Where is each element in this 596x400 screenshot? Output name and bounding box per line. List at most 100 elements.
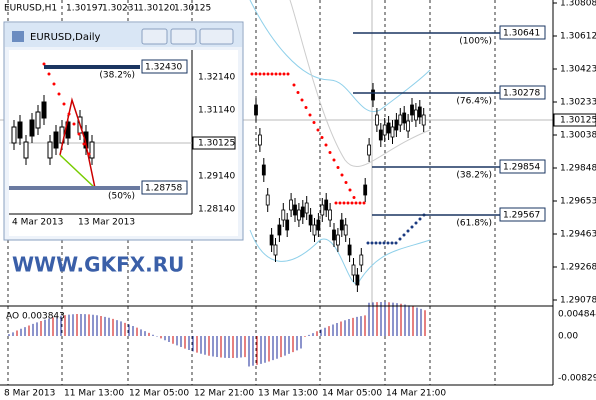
candle-body	[386, 122, 391, 134]
candle-body	[339, 219, 344, 231]
sar-dot	[324, 143, 328, 147]
restore-button[interactable]	[170, 28, 197, 45]
sar-dot	[350, 201, 354, 205]
candle-body	[355, 274, 360, 286]
price-label: 1.29078	[560, 296, 596, 306]
candle-body	[285, 219, 290, 231]
inset-fib-box	[141, 180, 188, 195]
candle-body	[293, 204, 297, 216]
candle-body	[308, 214, 313, 226]
fib-percent: (61.8%)	[456, 219, 492, 229]
inset-candle	[47, 141, 53, 159]
candle-body	[300, 206, 305, 218]
symbol-header: EURUSD,H1	[4, 4, 57, 14]
sar-dot	[296, 91, 300, 94]
current-price: 1.30125	[560, 116, 596, 126]
sar-dot	[342, 201, 346, 205]
time-label: 8 Mar 2013	[4, 389, 55, 399]
inset-price-label: 1.29140	[198, 172, 235, 182]
inset-zigzag-green	[59, 154, 96, 189]
candle-body	[324, 199, 329, 211]
sar-dot	[286, 72, 290, 76]
price-label: 1.30038	[560, 131, 596, 141]
candle-body	[351, 264, 356, 276]
fib-percent: (38.2%)	[456, 171, 492, 181]
current-price-box	[553, 113, 596, 127]
candle-body	[402, 112, 407, 124]
sar-dot	[374, 241, 378, 245]
candle-body	[406, 120, 411, 132]
inset-sar	[72, 122, 76, 126]
sar-dot	[348, 188, 352, 192]
inset-sar	[82, 142, 86, 146]
price-label: 1.29848	[560, 164, 596, 174]
candle-body	[304, 202, 309, 214]
candle-body	[363, 184, 368, 196]
inset-date: 13 Mar 2013	[78, 218, 135, 228]
candle-body	[316, 219, 321, 231]
inset-current-box	[192, 136, 236, 150]
sar-dot	[346, 201, 350, 205]
sar-dot	[354, 201, 358, 205]
candle-body	[257, 134, 262, 146]
sar-dot	[402, 233, 406, 237]
window-icon	[12, 31, 24, 42]
time-label: 11 Mar 13:00	[64, 389, 124, 399]
inset-candle	[29, 119, 35, 137]
sar-dot	[320, 136, 324, 139]
candle-body	[335, 234, 340, 246]
sar-dot	[382, 241, 386, 245]
candle-body	[410, 104, 414, 116]
price-label: 1.29463	[560, 230, 596, 240]
time-label: 13 Mar 13:00	[258, 389, 318, 399]
inset-candle	[89, 141, 95, 159]
time-label: 12 Mar 05:00	[129, 389, 189, 399]
candle-body	[421, 114, 426, 126]
sar-dot	[254, 72, 258, 76]
minimize-button[interactable]	[141, 28, 168, 45]
candle-body	[367, 144, 372, 156]
candle-body	[343, 224, 348, 236]
fib-price-box	[499, 207, 546, 222]
inset-sar	[52, 82, 56, 86]
candle-body	[320, 204, 325, 216]
candle-body	[296, 209, 301, 221]
sar-dot	[250, 72, 254, 76]
sar-dot	[340, 173, 344, 177]
sar-dot	[410, 225, 414, 229]
fib-price-box	[499, 159, 546, 174]
sar-dot	[282, 72, 286, 76]
candle-body	[273, 244, 278, 256]
sar-dot	[312, 121, 316, 124]
sar-dot	[406, 229, 410, 233]
fib-price: 1.30641	[503, 29, 540, 39]
fib-price: 1.30278	[503, 89, 540, 99]
sar-dot	[394, 241, 398, 245]
candle-body	[413, 109, 418, 121]
candle-body	[312, 224, 317, 236]
inset-fib-price: 1.28758	[145, 184, 182, 194]
inset-price-label: 1.28140	[198, 205, 235, 215]
close-button[interactable]	[199, 28, 234, 45]
inset-candle	[17, 121, 23, 139]
candle-body	[347, 244, 352, 256]
band-upper	[249, 0, 431, 113]
sar-dot	[258, 72, 262, 76]
sar-dot	[338, 201, 342, 205]
watermark: WWW.GKFX.RU	[12, 253, 184, 277]
candle-body	[359, 254, 364, 266]
time-label: 14 Mar 05:00	[322, 389, 382, 399]
inset-sar	[47, 72, 51, 76]
candle-body	[269, 234, 274, 246]
price-label: 1.30233	[560, 98, 596, 108]
candle-body	[261, 164, 266, 176]
sar-dot	[398, 237, 402, 241]
indicator-label: AO 0.003843	[6, 312, 65, 322]
sar-dot	[414, 221, 418, 225]
inset-sar	[57, 92, 61, 96]
inset-window[interactable]: EURUSD,Daily 1.32140 1.31140 1.30125 1.2914…	[3, 21, 244, 241]
sar-dot	[334, 201, 338, 205]
band-mid	[289, 0, 431, 167]
candle-body	[289, 199, 294, 211]
